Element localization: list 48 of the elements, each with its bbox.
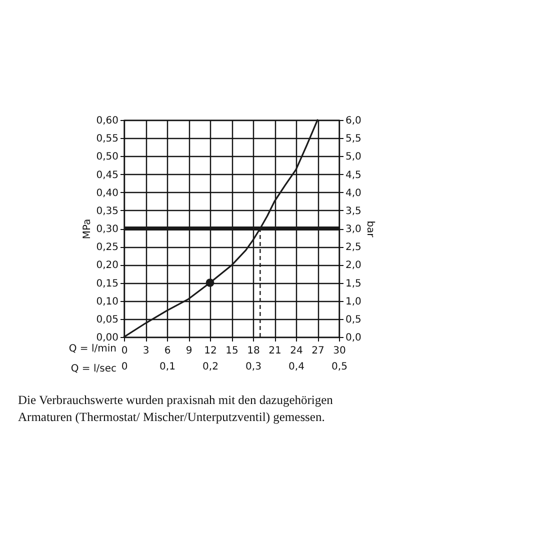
- y2-axis-title: bar: [364, 220, 376, 238]
- y-tick-label: 0,55: [96, 134, 118, 145]
- y2-tick-label: 5,5: [346, 134, 362, 145]
- y-tick-label: 0,05: [96, 314, 118, 326]
- x2-tick-label: 0,3: [246, 362, 262, 372]
- x-tick-label: 30: [333, 346, 346, 356]
- x-tick-label: 21: [268, 346, 282, 356]
- y-tick-label: 0,00: [96, 332, 118, 344]
- x-tick-label: 12: [204, 346, 217, 356]
- y2-tick-label: 2,0: [346, 260, 362, 272]
- x2-tick-label: 0,4: [288, 362, 304, 372]
- y-tick-label: 0,20: [96, 260, 118, 272]
- text: Die Verbrauchswerte wurden praxisnah mit den dazugehörigen Armaturen (Thermostat/ Mischer/Unterputzventil) gemessen.: [18, 392, 334, 426]
- y2-tick-label: 0,0: [346, 332, 362, 344]
- y2-tick-label: 1,5: [346, 278, 362, 290]
- x-axis-title: Q = l/min: [68, 344, 116, 354]
- y-axis-title: MPa: [82, 218, 94, 240]
- x-tick-label: 6: [164, 346, 171, 356]
- x-tick-label: 15: [226, 346, 238, 356]
- y2-tick-label: 4,0: [346, 188, 362, 199]
- x-tick-label: 0: [121, 346, 128, 356]
- x-tick-label: 3: [142, 346, 150, 356]
- x2-tick-label: 0,1: [160, 362, 176, 372]
- x2-axis-title: Q = l/sec: [70, 364, 116, 374]
- y-tick-label: 0,10: [96, 296, 118, 308]
- x-tick-label: 27: [312, 346, 324, 356]
- y-tick-label: 0,15: [96, 278, 118, 290]
- y2-tick-label: 2,5: [346, 242, 362, 254]
- y2-tick-label: 6,0: [346, 116, 362, 126]
- x-tick-label: 9: [186, 346, 192, 356]
- y2-tick-label: 0,5: [346, 314, 362, 326]
- y2-tick-label: 1,0: [346, 296, 362, 308]
- x2-tick-label: 0: [121, 362, 128, 372]
- y2-tick-label: 4,5: [346, 170, 362, 181]
- y-tick-label: 0,50: [96, 152, 118, 163]
- y-tick-label: 0,45: [96, 170, 118, 181]
- y-tick-label: 0,40: [96, 188, 118, 199]
- x-tick-label: 18: [247, 346, 260, 356]
- y-tick-label: 0,60: [96, 116, 118, 126]
- x-tick-label: 24: [290, 346, 303, 356]
- y2-tick-label: 3,5: [346, 206, 362, 217]
- y2-tick-label: 3,0: [346, 224, 362, 235]
- y-tick-label: 0,30: [96, 224, 118, 235]
- y-tick-label: 0,35: [96, 206, 118, 217]
- y-tick-label: 0,25: [96, 242, 118, 254]
- y2-tick-label: 5,0: [346, 152, 362, 163]
- x2-tick-label: 0,2: [202, 362, 218, 372]
- x2-tick-label: 0,5: [332, 362, 348, 372]
